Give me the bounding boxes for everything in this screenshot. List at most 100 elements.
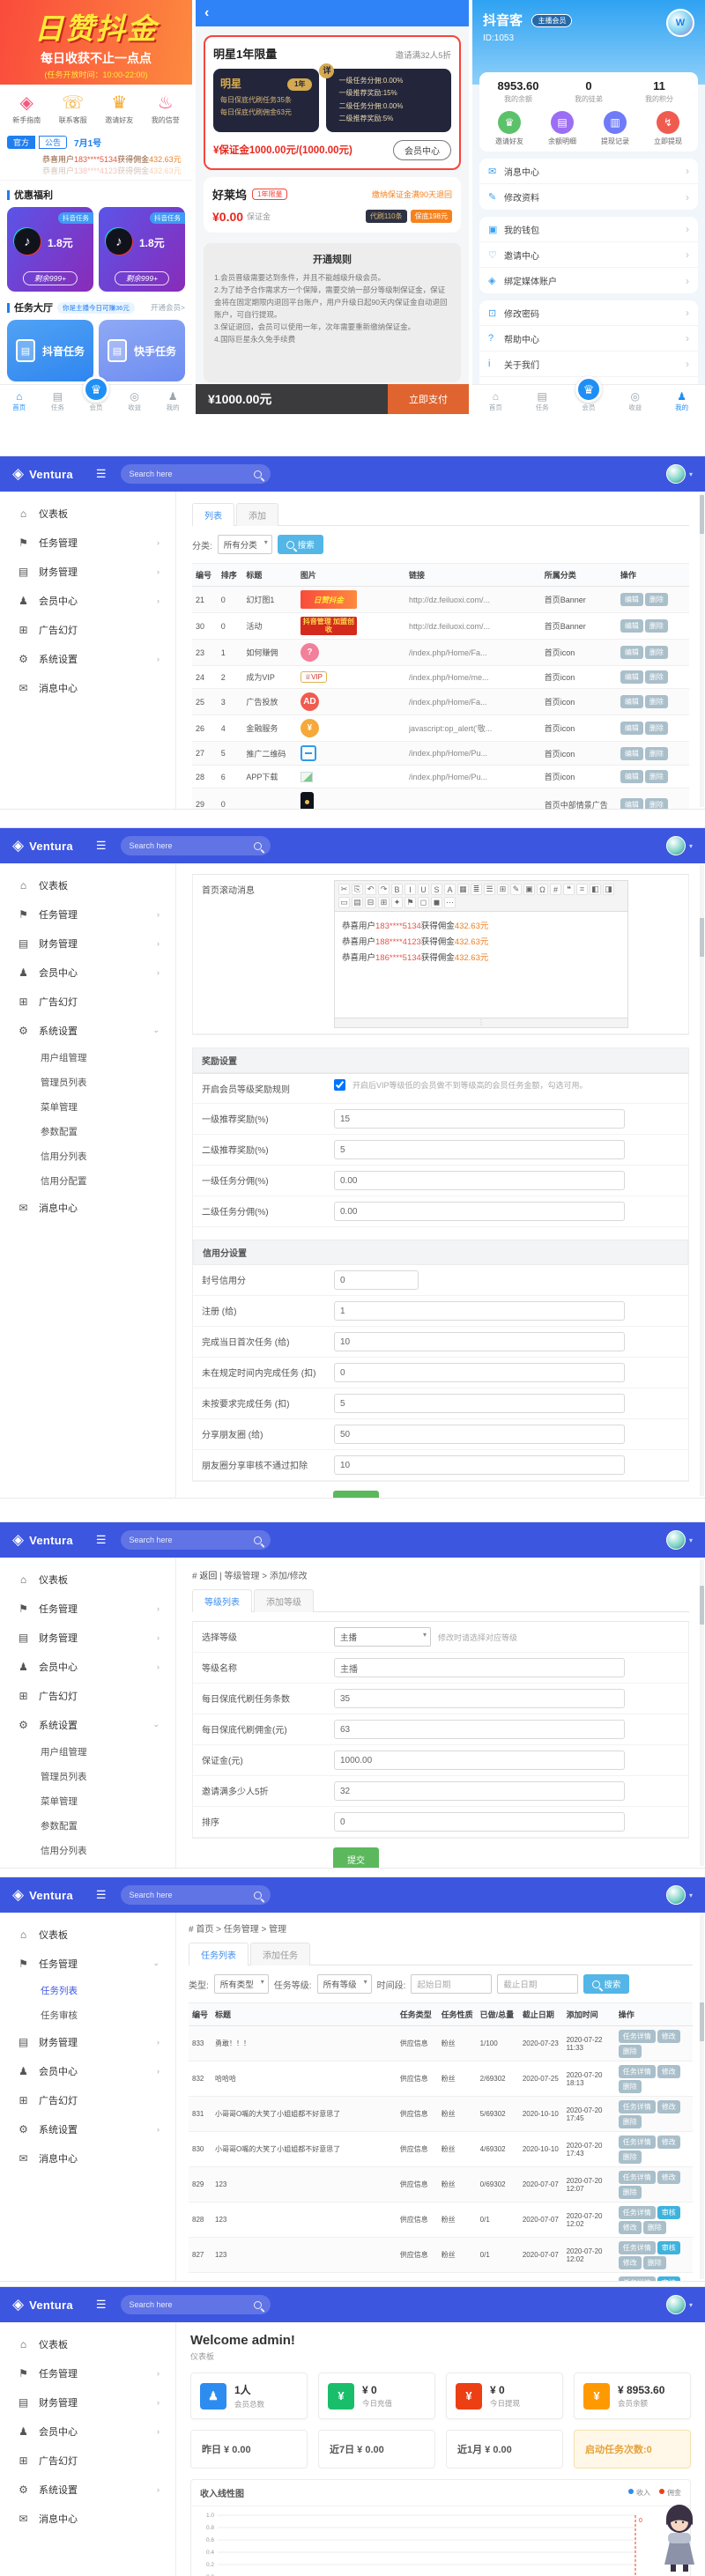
edit-button[interactable]: 编辑: [620, 646, 643, 659]
sidebar-item-消息中心[interactable]: ✉ 消息中心: [0, 673, 175, 702]
task-detail-button[interactable]: 任务详情: [618, 2276, 656, 2281]
field-input-完成当日首次任务 (给)[interactable]: [334, 1332, 625, 1351]
reward-checkbox[interactable]: [334, 1079, 345, 1091]
audit-button[interactable]: 审核: [657, 2240, 680, 2254]
sidebar-item-财务管理[interactable]: ▤ 财务管理 ›: [0, 1623, 175, 1652]
sidebar-subitem-参数配置[interactable]: 参数配置: [41, 1820, 78, 1832]
editor-tool-icon[interactable]: ⚑: [404, 897, 416, 908]
sidebar-item-财务管理[interactable]: ▤ 财务管理 ›: [0, 2387, 175, 2417]
sidebar-subitem-菜单管理[interactable]: 菜单管理: [41, 1101, 78, 1113]
sidebar-item-系统设置[interactable]: ⚙ 系统设置 ›: [0, 644, 175, 673]
editor-tool-icon[interactable]: ↷: [378, 884, 390, 895]
editor-tool-icon[interactable]: ▭: [338, 897, 350, 908]
delete-button[interactable]: 删除: [644, 797, 668, 809]
nav-item-我的[interactable]: ♟ 我的: [675, 390, 689, 412]
editor-tool-icon[interactable]: ☰: [484, 884, 495, 895]
menu-item-关于我们[interactable]: i 关于我们: [479, 352, 698, 377]
edit-button[interactable]: 编辑: [620, 619, 643, 633]
nav-item-我的[interactable]: ♟ 我的: [166, 390, 180, 412]
global-search-input[interactable]: Search here: [120, 1885, 271, 1905]
nav-item-任务[interactable]: ▤ 任务: [50, 390, 64, 412]
tab-任务列表[interactable]: 任务列表: [189, 1943, 249, 1965]
audit-button[interactable]: 审核: [657, 2205, 680, 2219]
editor-tool-icon[interactable]: ◧: [590, 884, 601, 895]
sidebar-item-仪表板[interactable]: ⌂ 仪表板: [0, 2329, 175, 2358]
edit-button[interactable]: 修改: [618, 2220, 642, 2234]
sidebar-subitem-任务审核[interactable]: 任务审核: [41, 2010, 78, 2021]
field-input-一级推荐奖励(%)[interactable]: [334, 1109, 625, 1129]
editor-tool-icon[interactable]: ≣: [471, 884, 482, 895]
sidebar-item-仪表板[interactable]: ⌂ 仪表板: [0, 1565, 175, 1594]
scrollbar[interactable]: [700, 865, 704, 1496]
action-邀请好友[interactable]: ♛ 邀请好友: [483, 111, 536, 146]
task-detail-button[interactable]: 任务详情: [618, 2029, 656, 2043]
search-button[interactable]: 搜索: [277, 535, 323, 554]
sidebar-item-广告幻灯[interactable]: ⊞ 广告幻灯: [0, 2446, 175, 2475]
editor-tool-icon[interactable]: B: [391, 884, 403, 895]
nav-item-首页[interactable]: ⌂ 首页: [12, 390, 26, 412]
delete-button[interactable]: 删除: [644, 695, 668, 708]
delete-button[interactable]: 删除: [642, 2220, 666, 2234]
sidebar-subitem-信用分列表[interactable]: 信用分列表: [41, 1151, 87, 1162]
sidebar-item-系统设置[interactable]: ⚙ 系统设置 ⌄: [0, 1710, 175, 1739]
sidebar-item-广告幻灯[interactable]: ⊞ 广告幻灯: [0, 2085, 175, 2114]
tab-添加等级[interactable]: 添加等级: [254, 1589, 314, 1612]
sidebar-item-财务管理[interactable]: ▤ 财务管理 ›: [0, 557, 175, 586]
menu-toggle-icon[interactable]: ☰: [95, 467, 107, 480]
field-input-朋友圈分享审核不通过扣除[interactable]: [334, 1455, 625, 1475]
edit-button[interactable]: 编辑: [620, 770, 643, 783]
sidebar-item-消息中心[interactable]: ✉ 消息中心: [0, 1193, 175, 1222]
field-input-注册 (给)[interactable]: [334, 1301, 625, 1321]
editor-tool-icon[interactable]: I: [404, 884, 416, 895]
tab-等级列表[interactable]: 等级列表: [192, 1589, 252, 1612]
editor-tool-icon[interactable]: ◨: [603, 884, 614, 895]
menu-toggle-icon[interactable]: ☰: [95, 1888, 107, 1901]
field-input-排序[interactable]: [334, 1812, 625, 1832]
edit-button[interactable]: 编辑: [620, 797, 643, 809]
action-提现记录[interactable]: ▥ 提现记录: [589, 111, 642, 146]
edit-button[interactable]: 修改: [618, 2255, 642, 2269]
editor-tool-icon[interactable]: ↶: [365, 884, 376, 895]
sidebar-item-财务管理[interactable]: ▤ 财务管理 ›: [0, 929, 175, 958]
delete-button[interactable]: 删除: [644, 593, 668, 606]
menu-item-我的钱包[interactable]: ▣ 我的钱包: [479, 217, 698, 242]
nav-item-任务[interactable]: ▤ 任务: [535, 390, 549, 412]
tab-列表[interactable]: 列表: [192, 503, 234, 526]
task-detail-button[interactable]: 任务详情: [618, 2205, 656, 2219]
delete-button[interactable]: 删除: [618, 2114, 642, 2128]
field-input-邀请满多少人5折[interactable]: [334, 1781, 625, 1801]
delete-button[interactable]: 删除: [618, 2150, 642, 2164]
sidebar-item-任务管理[interactable]: ⚑ 任务管理 ›: [0, 899, 175, 929]
sidebar-subitem-用户组管理[interactable]: 用户组管理: [41, 1052, 87, 1063]
global-search-input[interactable]: Search here: [120, 2295, 271, 2314]
member-center-button[interactable]: 会员中心: [393, 139, 451, 160]
user-avatar[interactable]: [665, 836, 686, 855]
menu-item-邀请中心[interactable]: ♡ 邀请中心: [479, 242, 698, 268]
sidebar-item-会员中心[interactable]: ♟ 会员中心 ›: [0, 586, 175, 615]
sidebar-subitem-信用分配置[interactable]: 信用分配置: [41, 1175, 87, 1187]
sidebar-item-消息中心[interactable]: ✉ 消息中心: [0, 2504, 175, 2533]
sidebar-item-会员中心[interactable]: ♟ 会员中心 ›: [0, 958, 175, 987]
delete-button[interactable]: 删除: [644, 646, 668, 659]
task-detail-button[interactable]: 任务详情: [618, 2240, 656, 2254]
editor-tool-icon[interactable]: ✦: [391, 897, 403, 908]
field-input-每日保底代刷佣金(元)[interactable]: [334, 1720, 625, 1739]
sidebar-item-广告幻灯[interactable]: ⊞ 广告幻灯: [0, 1681, 175, 1710]
remaining-button[interactable]: 剩余999+: [22, 271, 78, 285]
edit-button[interactable]: 编辑: [620, 746, 643, 760]
edit-button[interactable]: 修改: [657, 2029, 680, 2043]
sidebar-item-任务管理[interactable]: ⚑ 任务管理 ⌄: [0, 1949, 175, 1978]
search-button[interactable]: 搜索: [583, 1974, 630, 1994]
scrollbar[interactable]: [700, 1914, 704, 2279]
task-detail-button[interactable]: 任务详情: [618, 2099, 656, 2113]
edit-button[interactable]: 修改: [657, 2170, 680, 2184]
user-avatar[interactable]: [665, 2295, 686, 2314]
menu-item-修改密码[interactable]: ⊡ 修改密码: [479, 300, 698, 326]
nav-item-会员[interactable]: 会员: [77, 376, 115, 414]
sidebar-item-会员中心[interactable]: ♟ 会员中心 ›: [0, 1652, 175, 1681]
scrollbar[interactable]: [700, 1559, 704, 1866]
editor-tool-icon[interactable]: ◻: [418, 897, 429, 908]
field-input-二级任务分佣(%)[interactable]: [334, 1202, 625, 1221]
